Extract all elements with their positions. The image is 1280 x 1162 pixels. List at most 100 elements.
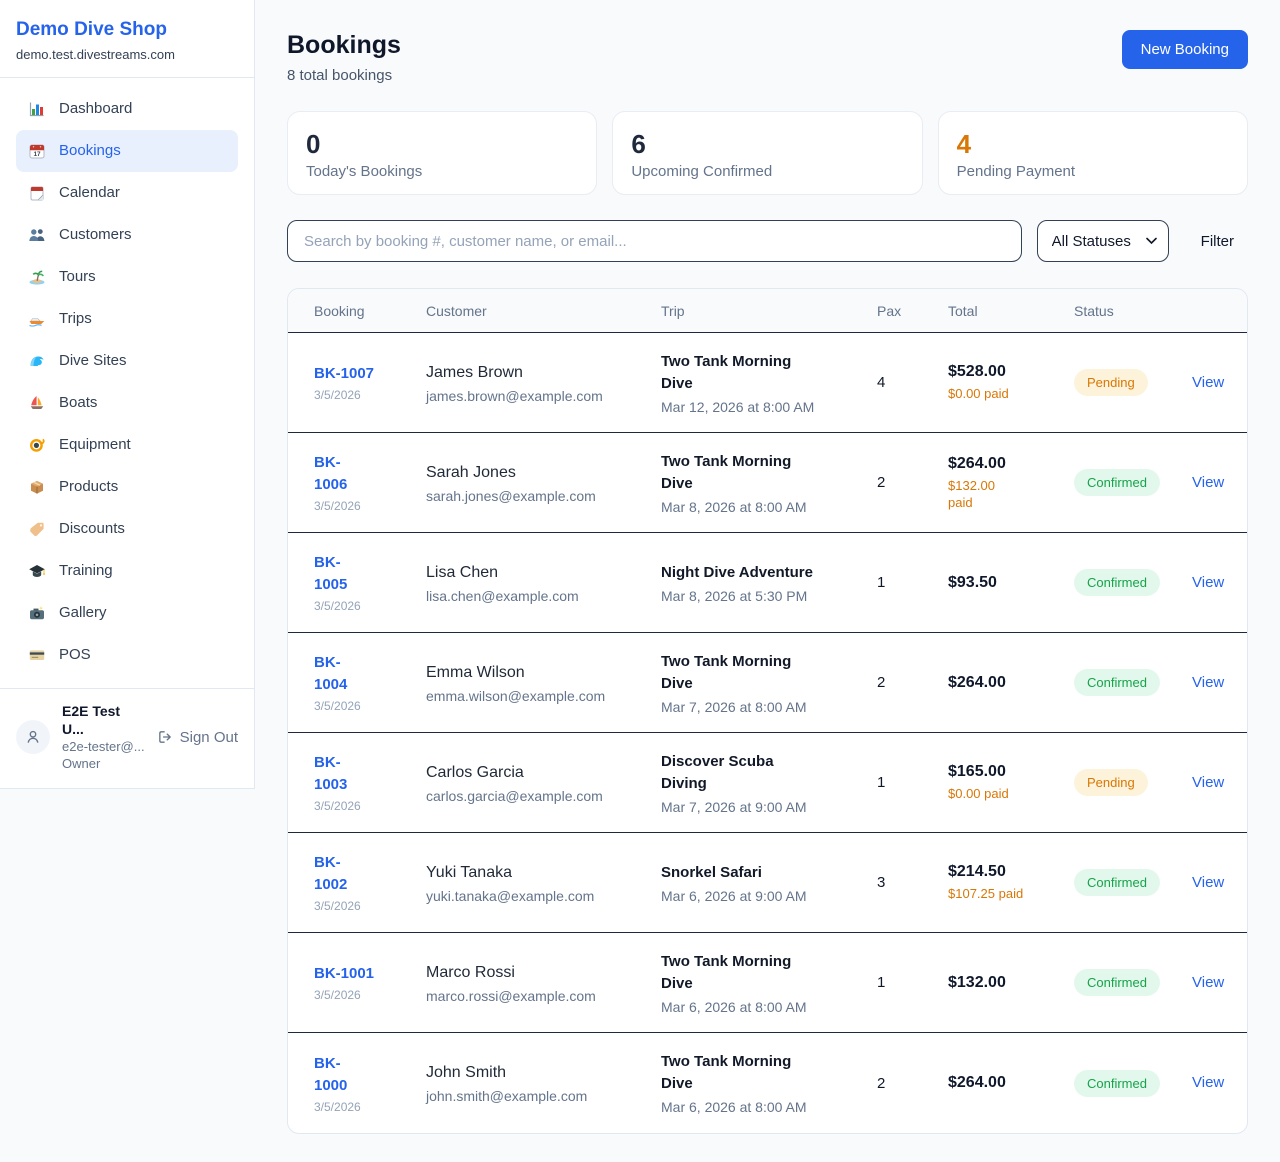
booking-date: 3/5/2026 xyxy=(314,499,361,513)
main-content: Bookings 8 total bookings New Booking 0 … xyxy=(255,0,1280,1162)
booking-id-link[interactable]: BK- 1000 xyxy=(314,1054,348,1094)
sidebar-item-training[interactable]: Training xyxy=(16,550,238,592)
filter-button[interactable]: Filter xyxy=(1187,225,1248,258)
view-link[interactable]: View xyxy=(1192,773,1225,791)
pax-count: 2 xyxy=(877,474,886,491)
pax-count: 3 xyxy=(877,874,886,891)
speedboat-icon xyxy=(28,310,46,328)
sidebar: Demo Dive Shop demo.test.divestreams.com… xyxy=(0,0,255,789)
diving-mask-icon xyxy=(28,436,46,454)
sidebar-item-label: Bookings xyxy=(59,142,121,159)
stat-label: Pending Payment xyxy=(956,163,1076,180)
bookings-table: Booking Customer Trip Pax Total Status B… xyxy=(287,288,1248,1134)
new-booking-button[interactable]: New Booking xyxy=(1121,30,1248,69)
pax-count: 2 xyxy=(877,1074,886,1092)
pax-count: 1 xyxy=(877,774,886,791)
view-link[interactable]: View xyxy=(1192,873,1225,891)
graduation-cap-icon xyxy=(28,562,46,580)
trip-datetime: Mar 8, 2026 at 8:00 AM xyxy=(661,498,807,515)
booking-date: 3/5/2026 xyxy=(314,988,361,1002)
trip-name: Two Tank Morning Dive xyxy=(661,952,792,992)
pax-count: 2 xyxy=(877,674,886,691)
booking-id-link[interactable]: BK- 1006 xyxy=(314,454,348,493)
user-name: E2E Test U... xyxy=(62,703,121,737)
booking-id-link[interactable]: BK- 1004 xyxy=(314,654,348,693)
sidebar-item-label: Gallery xyxy=(59,604,107,621)
sidebar-item-discounts[interactable]: Discounts xyxy=(16,508,238,550)
booking-id-link[interactable]: BK- 1003 xyxy=(314,754,348,793)
booking-id-link[interactable]: BK-1007 xyxy=(314,365,375,382)
customer-name: Yuki Tanaka xyxy=(426,863,512,881)
booking-id-link[interactable]: BK- 1002 xyxy=(314,854,348,893)
status-select-wrap: All Statuses xyxy=(1036,220,1169,262)
sidebar-item-gallery[interactable]: Gallery xyxy=(16,592,238,634)
stat-label: Today's Bookings xyxy=(306,163,423,180)
sidebar-item-customers[interactable]: Customers xyxy=(16,214,238,256)
col-customer: Customer xyxy=(426,302,487,319)
total-amount: $264.00 xyxy=(948,1074,1006,1091)
sidebar-item-trips[interactable]: Trips xyxy=(16,298,238,340)
user-section: E2E Test U... e2e-tester@... Owner Sign … xyxy=(0,688,254,788)
view-link[interactable]: View xyxy=(1192,573,1225,591)
booking-date: 3/5/2026 xyxy=(314,388,361,402)
customer-name: Lisa Chen xyxy=(426,563,499,581)
trip-name: Two Tank Morning Dive xyxy=(661,452,792,492)
view-link[interactable]: View xyxy=(1192,1074,1225,1091)
stat-card-todays-bookings: 0 Today's Bookings xyxy=(287,111,598,195)
customer-name: John Smith xyxy=(426,1064,507,1081)
sidebar-item-dashboard[interactable]: Dashboard xyxy=(16,88,238,130)
sidebar-item-pos[interactable]: POS xyxy=(16,634,238,676)
booking-id-link[interactable]: BK- 1005 xyxy=(314,554,348,593)
total-amount: $165.00 xyxy=(948,763,1006,780)
trip-datetime: Mar 12, 2026 at 8:00 AM xyxy=(661,398,815,415)
customer-name: Marco Rossi xyxy=(426,963,515,981)
sidebar-item-calendar[interactable]: Calendar xyxy=(16,172,238,214)
table-row: BK- 1004 3/5/2026 Emma Wilson emma.wilson@… xyxy=(288,633,1247,733)
view-link[interactable]: View xyxy=(1192,673,1225,691)
trip-name: Two Tank Morning Dive xyxy=(661,1053,792,1092)
sailboat-icon xyxy=(28,394,46,412)
customer-email: lisa.chen@example.com xyxy=(426,587,579,604)
status-select[interactable]: All Statuses xyxy=(1036,220,1169,262)
trip-datetime: Mar 8, 2026 at 5:30 PM xyxy=(661,587,808,604)
sidebar-item-boats[interactable]: Boats xyxy=(16,382,238,424)
user-email: e2e-tester@... xyxy=(62,739,145,754)
customer-email: emma.wilson@example.com xyxy=(426,687,606,704)
shop-domain: demo.test.divestreams.com xyxy=(16,47,175,62)
sidebar-item-equipment[interactable]: Equipment xyxy=(16,424,238,466)
status-badge: Pending xyxy=(1074,369,1148,396)
sidebar-item-label: Equipment xyxy=(59,436,131,453)
sidebar-item-bookings[interactable]: 17 Bookings xyxy=(16,130,238,172)
trip-datetime: Mar 6, 2026 at 8:00 AM xyxy=(661,1099,807,1115)
stat-card-upcoming-confirmed: 6 Upcoming Confirmed xyxy=(612,111,923,195)
trip-name: Two Tank Morning Dive xyxy=(661,352,792,392)
stat-card-pending-payment: 4 Pending Payment xyxy=(937,111,1248,195)
col-total: Total xyxy=(948,302,978,319)
sidebar-item-label: Dive Sites xyxy=(59,352,127,369)
sidebar-item-products[interactable]: Products xyxy=(16,466,238,508)
stats-cards: 0 Today's Bookings 6 Upcoming Confirmed … xyxy=(287,111,1248,195)
view-link[interactable]: View xyxy=(1192,473,1225,491)
customer-name: Sarah Jones xyxy=(426,463,516,481)
svg-text:17: 17 xyxy=(33,151,41,158)
trip-datetime: Mar 6, 2026 at 8:00 AM xyxy=(661,998,807,1015)
user-role: Owner xyxy=(62,756,101,771)
search-input[interactable] xyxy=(287,220,1022,262)
trip-name: Two Tank Morning Dive xyxy=(661,652,792,692)
sign-out-button[interactable]: Sign Out xyxy=(157,729,238,746)
stat-label: Upcoming Confirmed xyxy=(631,163,773,180)
table-row: BK-1007 3/5/2026 James Brown james.brown@e… xyxy=(288,333,1247,433)
table-row: BK- 1002 3/5/2026 Yuki Tanaka yuki.tanaka@… xyxy=(288,833,1247,933)
paid-amount: $0.00 paid xyxy=(948,386,1009,401)
filters-bar: All Statuses Filter xyxy=(287,220,1248,262)
customer-name: James Brown xyxy=(426,363,523,381)
status-badge: Confirmed xyxy=(1074,569,1160,596)
view-link[interactable]: View xyxy=(1192,373,1225,391)
sidebar-item-tours[interactable]: Tours xyxy=(16,256,238,298)
booking-date: 3/5/2026 xyxy=(314,899,361,913)
stat-value: 0 xyxy=(306,129,321,159)
booking-id-link[interactable]: BK-1001 xyxy=(314,965,375,982)
trip-datetime: Mar 6, 2026 at 9:00 AM xyxy=(661,887,807,904)
view-link[interactable]: View xyxy=(1192,973,1225,991)
sidebar-item-dive-sites[interactable]: Dive Sites xyxy=(16,340,238,382)
